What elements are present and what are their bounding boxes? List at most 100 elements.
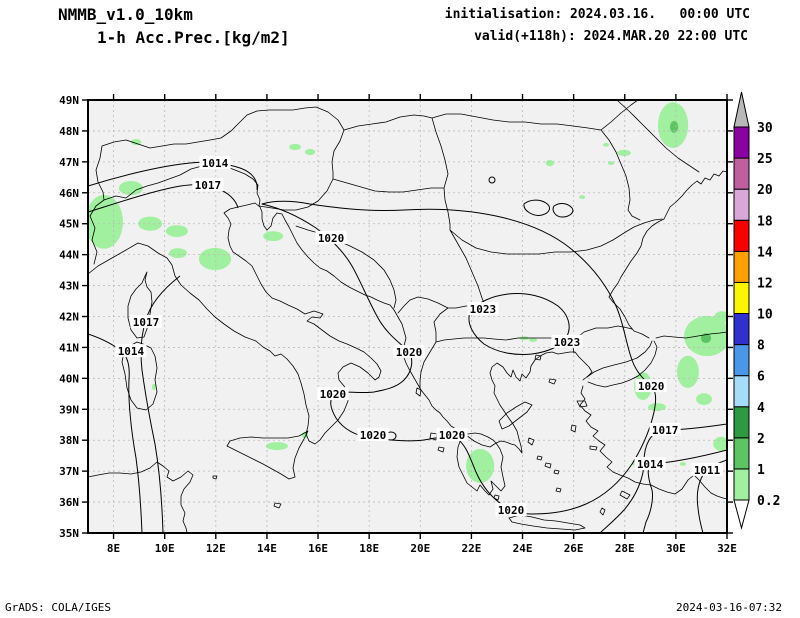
y-tick-label: 35N [59,527,79,540]
isobar-label: 1023 [554,336,581,349]
axis-ticks [82,94,733,539]
colorbar-band [733,281,750,315]
small-islands [212,354,631,516]
coastline-marmara-north [586,340,653,378]
colorbar-level-label: 14 [757,245,773,260]
valid-time-line: valid(+118h): 2024.MAR.20 22:00 UTC [474,29,748,44]
y-tick-label: 38N [59,434,79,447]
colorbar-level-label: 12 [757,276,773,291]
isobar-label: 1014 [118,345,145,358]
coastlines [88,170,727,533]
product-title: 1-h Acc.Prec.[kg/m2] [97,28,290,47]
coastline-marmara-south [587,340,658,388]
precip-cell [466,448,495,483]
colorbar-band [733,313,750,346]
island-euboea [498,401,533,430]
y-tick-label: 47N [59,156,79,169]
colorbar-level-label: 25 [757,152,773,167]
colorbar-band [733,375,750,408]
axis-labels: 8E 10E 12E 14E 16E 18E 20E 22E 24E 26E 28E 30E 32E 49… [59,94,737,555]
precip-cell [679,462,687,466]
isobar-label: 1020 [638,380,665,393]
colorbar-level-label: 10 [757,308,773,323]
x-tick-label: 20E [410,542,430,555]
y-tick-label: 36N [59,496,79,509]
isobar-labels: 1014 1017 1020 1017 1014 1020 1023 1023 1020 1020… [115,156,723,517]
x-tick-label: 10E [155,542,175,555]
precip-cell [305,148,316,156]
isobar-label-box [691,462,723,476]
isobar-label-box [495,503,527,517]
y-tick-label: 40N [59,372,79,385]
colorbar-level-label: 30 [757,121,773,136]
isobar-label-box [649,423,681,437]
x-tick-label: 22E [461,542,481,555]
isobar-label: 1014 [202,157,229,170]
precip-cell [603,142,610,147]
precip-cell [670,121,679,133]
precip-cell [263,231,284,242]
precip-cell [714,311,727,323]
plot-timestamp: 2024-03-16-07:32 [676,601,782,614]
y-tick-label: 49N [59,94,79,107]
precip-cell [138,216,163,231]
isobar-label-box [467,302,499,316]
colorbar-band [733,126,750,159]
colorbar-level-label: 8 [757,339,765,354]
y-tick-label: 44N [59,249,79,262]
colorbar-level-label: 18 [757,214,773,229]
grads-credit: GrADS: COLA/IGES [5,601,111,614]
isobar-label-box [192,178,224,192]
y-tick-label: 42N [59,311,79,324]
x-tick-label: 16E [308,542,328,555]
precip-cell [648,403,666,412]
precip-cell [579,195,586,200]
island-sicily [226,430,309,480]
precip-cell [617,149,631,156]
x-tick-label: 28E [615,542,635,555]
precip-cell [676,355,699,388]
colorbar-under-triangle [733,499,750,530]
colorbar-level-label: 20 [757,183,773,198]
isobar-label-box [393,345,425,359]
isobar-label: 1020 [498,504,525,517]
x-tick-label: 26E [564,542,584,555]
coastline-europe [88,202,593,454]
precip-cell [545,160,555,167]
coastline-north-africa [88,461,194,533]
precip-cell [700,333,712,344]
coastline-turkey-aegean [579,385,727,500]
isobar-label-box [634,457,666,471]
x-tick-label: 18E [359,542,379,555]
isobar-label: 1020 [396,346,423,359]
precip-cell [528,338,538,342]
y-tick-label: 43N [59,280,79,293]
colorbar-band [733,468,750,501]
isobar-label: 1017 [195,179,222,192]
precip-cell [131,139,142,146]
colorbar-band [733,344,750,377]
isobar-label-box [635,379,667,393]
isobar-label-box [199,156,231,170]
isobar-label: 1020 [439,429,466,442]
y-tick-label: 39N [59,403,79,416]
isobar-label-box [130,315,162,329]
precip-cell [289,143,301,151]
x-tick-label: 12E [206,542,226,555]
colorbar-level-label: 6 [757,370,765,385]
precip-cell [265,442,288,451]
y-tick-label: 48N [59,125,79,138]
isobar-label: 1014 [637,458,664,471]
x-tick-label: 30E [666,542,686,555]
colorbar-over-triangle [733,91,750,128]
precip-shading [88,102,727,483]
colorbar-band [733,219,750,252]
y-tick-label: 41N [59,341,79,354]
colorbar-level-label: 0.2 [757,494,780,509]
colorbar-band [733,157,750,190]
y-tick-label: 45N [59,218,79,231]
isobar-label-box [115,344,147,358]
